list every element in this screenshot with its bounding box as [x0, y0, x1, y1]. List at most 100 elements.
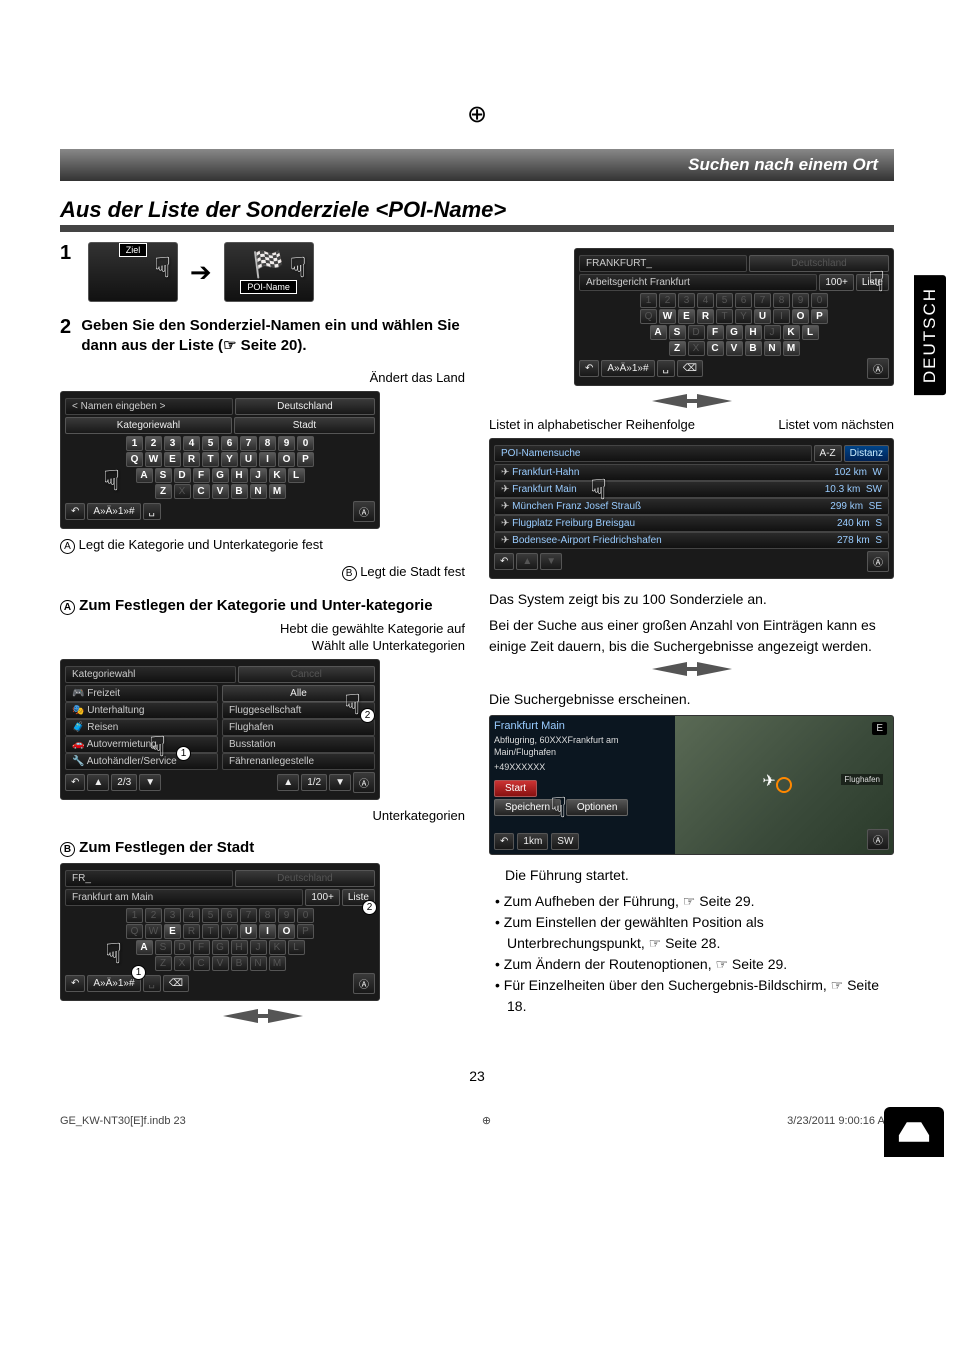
- city-input-screen: FR_ Deutschland Frankfurt am Main 100+ L…: [60, 863, 380, 1001]
- up-icon[interactable]: ▲: [87, 774, 109, 791]
- distanz-button[interactable]: Distanz: [844, 445, 889, 462]
- globe-icon[interactable]: Ⓐ: [353, 973, 375, 994]
- up-icon[interactable]: ▲: [516, 553, 538, 570]
- compass-button[interactable]: SW: [551, 833, 579, 850]
- bullet-item: Für Einzelheiten über den Suchergebnis-B…: [495, 975, 894, 1017]
- para-3: Die Suchergebnisse erscheinen.: [489, 689, 894, 709]
- back-icon[interactable]: ↶: [494, 553, 514, 570]
- list-item[interactable]: ✈ Frankfurt-Hahn102 km W: [494, 464, 889, 481]
- zoom-level: 1km: [517, 833, 548, 850]
- globe-icon[interactable]: Ⓐ: [353, 772, 375, 793]
- cat-item[interactable]: 🚗 Autovermietung: [65, 736, 218, 753]
- box-a-line2: Wählt alle Unterkategorien: [60, 638, 465, 653]
- footer-file: GE_KW-NT30[E]f.indb 23: [60, 1115, 186, 1127]
- special-chars-button[interactable]: A»Ä»1»#: [87, 503, 140, 520]
- up-icon[interactable]: ▲: [277, 774, 299, 791]
- optionen-button[interactable]: Optionen: [566, 799, 629, 816]
- cat-item[interactable]: 🔧 Autohändler/Service: [65, 753, 218, 770]
- name-field[interactable]: < Namen eingeben >: [65, 398, 233, 415]
- list-item[interactable]: ✈ Bodensee-Airport Friedrichshafen278 km…: [494, 532, 889, 549]
- space-button[interactable]: ␣: [143, 503, 161, 520]
- az-button[interactable]: A-Z: [814, 445, 842, 462]
- box-a-title: Zum Festlegen der Kategorie und Unter-ka…: [79, 597, 432, 614]
- language-tab: DEUTSCH: [914, 275, 946, 395]
- globe-icon[interactable]: Ⓐ: [867, 829, 889, 850]
- subcat-item[interactable]: Busstation: [222, 736, 375, 753]
- space-button[interactable]: ␣: [143, 975, 161, 992]
- list-item[interactable]: ✈ Flugplatz Freiburg Breisgau240 km S: [494, 515, 889, 532]
- back-icon[interactable]: ↶: [65, 975, 85, 992]
- globe-icon[interactable]: Ⓐ: [867, 551, 889, 572]
- section-title: Aus der Liste der Sonderziele <POI-Name>: [60, 197, 894, 232]
- bullet-item: Zum Ändern der Routenoptionen, ☞ Seite 2…: [495, 954, 894, 975]
- right-column: FRANKFURT_ Deutschland Arbeitsgericht Fr…: [489, 242, 894, 1028]
- globe-icon[interactable]: Ⓐ: [867, 358, 889, 379]
- down-icon[interactable]: ▼: [139, 774, 161, 791]
- box-b: B Zum Festlegen der Stadt FR_ Deutschlan…: [60, 839, 465, 1001]
- subcat-item[interactable]: Flughafen: [222, 719, 375, 736]
- footer-timestamp: 3/23/2011 9:00:16 AM: [787, 1115, 894, 1127]
- step-1-thumbs: Ziel ☟ ➔ 🏁 POI-Name ☟: [88, 242, 314, 302]
- para-2: Bei der Suche aus einer großen Anzahl vo…: [489, 615, 894, 656]
- step-1-number: 1: [60, 242, 78, 302]
- frankfurt-input-screen: FRANKFURT_ Deutschland Arbeitsgericht Fr…: [574, 248, 894, 386]
- country-button[interactable]: Deutschland: [235, 398, 375, 415]
- back-icon[interactable]: ↶: [579, 360, 599, 377]
- connector-icon: [489, 662, 894, 679]
- page-indicator: 2/3: [111, 774, 137, 791]
- left-column: 1 Ziel ☟ ➔ 🏁 POI-Name ☟ 2 Geben Sie den …: [60, 242, 465, 1028]
- start-button[interactable]: Start: [494, 780, 537, 797]
- category-button[interactable]: Kategoriewahl: [65, 417, 232, 434]
- result-field: Frankfurt am Main: [65, 889, 303, 906]
- ziel-thumb[interactable]: Ziel ☟: [88, 242, 178, 302]
- city-button[interactable]: Stadt: [234, 417, 375, 434]
- cat-item[interactable]: 🧳 Reisen: [65, 719, 218, 736]
- cat-title: Kategoriewahl: [65, 666, 236, 683]
- list-title: POI-Namensuche: [494, 445, 812, 462]
- para-4: Die Führung startet.: [505, 865, 894, 885]
- cat-item[interactable]: 🎭 Unterhaltung: [65, 702, 218, 719]
- arrow-icon: ➔: [182, 257, 220, 287]
- poi-list-screen: POI-Namensuche A-Z Distanz ✈ Frankfurt-H…: [489, 438, 894, 579]
- poi-name-label: POI-Name: [240, 280, 297, 294]
- map-phone: +49XXXXXX: [494, 762, 671, 772]
- connector-icon: [60, 1009, 465, 1026]
- count-badge: 100+: [305, 889, 340, 906]
- delete-icon[interactable]: ⌫: [677, 360, 703, 377]
- result-field: Arbeitsgericht Frankfurt: [579, 274, 817, 291]
- label-near: Listet vom nächsten: [778, 417, 894, 432]
- space-button[interactable]: ␣: [657, 360, 675, 377]
- box-a: A Zum Festlegen der Kategorie und Unter-…: [60, 597, 465, 823]
- subcat-item[interactable]: Fährenanlegestelle: [222, 753, 375, 770]
- map-result-screen: Frankfurt Main Abflugring, 60XXXFrankfur…: [489, 715, 894, 855]
- city-input[interactable]: FR_: [65, 870, 233, 887]
- bullet-item: Zum Aufheben der Führung, ☞ Seite 29.: [495, 891, 894, 912]
- cat-item[interactable]: 🎮 Freizeit: [65, 685, 218, 702]
- down-icon[interactable]: ▼: [540, 553, 562, 570]
- country-button[interactable]: Deutschland: [235, 870, 375, 887]
- note-changes-land: Ändert das Land: [60, 370, 465, 385]
- map-address: Abflugring, 60XXXFrankfurt am Main/Flugh…: [494, 735, 671, 758]
- unterkategorien-label: Unterkategorien: [60, 808, 465, 823]
- page-number: 23: [60, 1068, 894, 1084]
- back-icon[interactable]: ↶: [65, 503, 85, 520]
- caption-a: A Legt die Kategorie und Unterkategorie …: [60, 537, 465, 554]
- cancel-button[interactable]: Cancel: [238, 666, 375, 683]
- list-item[interactable]: ✈ Frankfurt Main10.3 km SW: [494, 481, 889, 498]
- back-icon[interactable]: ↶: [65, 774, 85, 791]
- label-alpha: Listet in alphabetischer Reihenfolge: [489, 417, 695, 432]
- delete-icon[interactable]: ⌫: [163, 975, 189, 992]
- registration-mark-bottom: ⊕: [482, 1114, 491, 1127]
- bullets-list: Zum Aufheben der Führung, ☞ Seite 29. Zu…: [495, 891, 894, 1017]
- globe-icon[interactable]: Ⓐ: [353, 501, 375, 522]
- page-indicator: 1/2: [301, 774, 327, 791]
- down-icon[interactable]: ▼: [329, 774, 351, 791]
- poi-input[interactable]: FRANKFURT_: [579, 255, 747, 272]
- footer: GE_KW-NT30[E]f.indb 23 ⊕ 3/23/2011 9:00:…: [60, 1114, 894, 1127]
- special-chars-button[interactable]: A»Ä»1»#: [601, 360, 654, 377]
- list-item[interactable]: ✈ München Franz Josef Strauß299 km SE: [494, 498, 889, 515]
- poi-name-thumb[interactable]: 🏁 POI-Name ☟: [224, 242, 314, 302]
- step-2-number: 2: [60, 316, 71, 356]
- name-input-screen: < Namen eingeben > Deutschland Kategorie…: [60, 391, 380, 529]
- back-icon[interactable]: ↶: [494, 833, 514, 850]
